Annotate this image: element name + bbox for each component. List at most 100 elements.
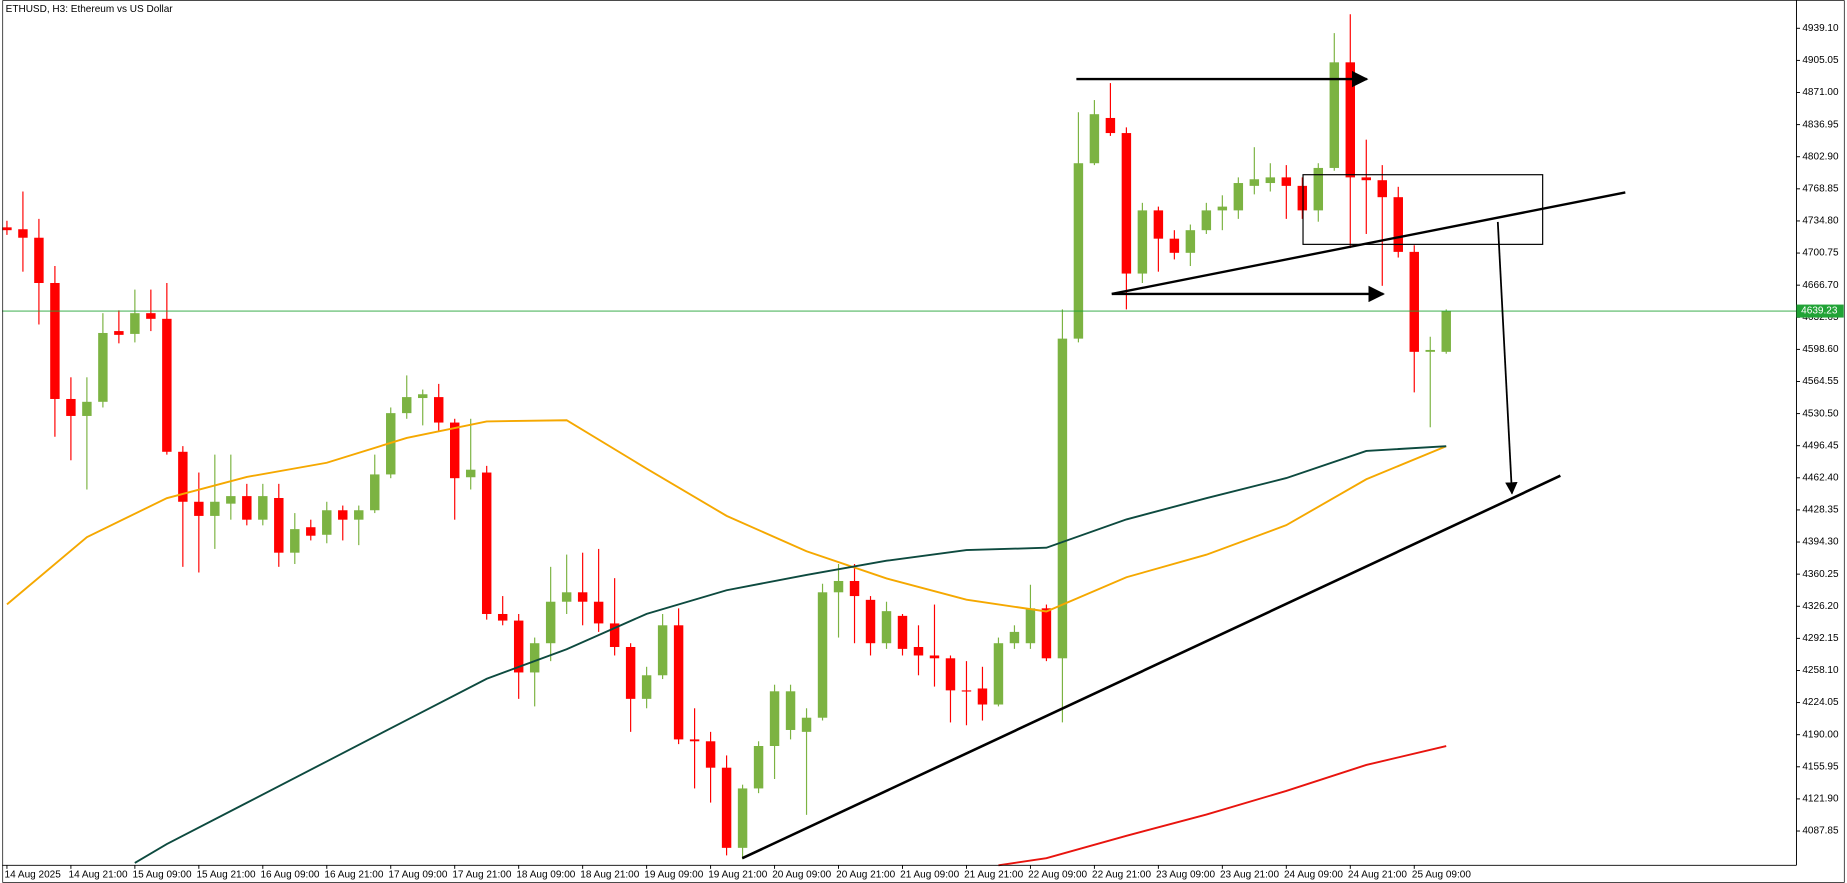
candle-body: [577, 592, 588, 602]
candle-body: [130, 313, 140, 334]
candle-body: [1329, 62, 1340, 168]
x-tick-label: 14 Aug 2025: [5, 869, 62, 880]
candle-body: [993, 643, 1004, 705]
y-tick-label: 4087.85: [1802, 826, 1839, 837]
x-tick-label: 22 Aug 09:00: [1028, 869, 1087, 880]
candle-body: [769, 691, 780, 747]
candle-body: [2, 227, 12, 231]
y-tick-label: 4734.80: [1802, 216, 1839, 227]
candle-body: [146, 313, 156, 319]
candle-body: [114, 331, 124, 335]
y-tick-label: 4394.30: [1802, 537, 1839, 548]
candle-body: [370, 474, 380, 511]
x-tick-label: 18 Aug 21:00: [580, 869, 639, 880]
candle-body: [593, 601, 604, 624]
candle-body: [338, 510, 348, 520]
candle-body: [1393, 197, 1403, 252]
y-tick-label: 4258.10: [1802, 665, 1839, 676]
candle-body: [625, 646, 636, 699]
ma-line: [134, 445, 1447, 864]
candle-body: [290, 529, 300, 553]
y-tick-label: 4360.25: [1802, 569, 1839, 580]
y-tick-label: 4564.55: [1802, 376, 1839, 387]
candle-body: [961, 690, 972, 692]
candle-body: [1361, 177, 1371, 181]
candle-body: [1073, 163, 1084, 339]
y-tick-label: 4121.90: [1802, 794, 1839, 805]
candle-body: [721, 767, 732, 848]
candle-body: [1201, 210, 1212, 231]
candle-body: [210, 501, 220, 516]
candle-body: [977, 688, 988, 705]
x-tick-label: 22 Aug 21:00: [1092, 869, 1151, 880]
candle-body: [609, 623, 620, 647]
trend-line: [741, 474, 1561, 860]
candle-body: [689, 739, 700, 742]
x-tick-label: 24 Aug 21:00: [1348, 869, 1407, 880]
candle-body: [929, 655, 940, 659]
candle-body: [258, 496, 268, 520]
y-tick-label: 4496.45: [1802, 440, 1839, 451]
candle-body: [1217, 206, 1228, 211]
candle-body: [274, 497, 284, 553]
candle-body: [226, 496, 236, 504]
candle-body: [465, 469, 476, 478]
candle-body: [817, 592, 828, 718]
candle-body: [1249, 179, 1260, 186]
trend-line: [1111, 191, 1626, 296]
x-tick-label: 21 Aug 21:00: [964, 869, 1023, 880]
candle-body: [1137, 210, 1148, 274]
y-tick-label: 4326.20: [1802, 601, 1839, 612]
candle-body: [1297, 185, 1308, 211]
candle-body: [737, 788, 748, 848]
candle-body: [1441, 311, 1451, 352]
candle-body: [513, 620, 524, 673]
candle-body: [50, 282, 60, 399]
x-tick-label: 16 Aug 09:00: [260, 869, 319, 880]
candle-body: [865, 599, 876, 644]
y-tick-label: 4939.10: [1802, 23, 1839, 34]
ma-line: [998, 745, 1447, 867]
candle-body: [1089, 114, 1100, 164]
candle-body: [945, 658, 956, 691]
candle-body: [705, 741, 716, 768]
x-tick-label: 20 Aug 09:00: [772, 869, 831, 880]
x-tick-label: 15 Aug 09:00: [133, 869, 192, 880]
candle-body: [801, 717, 812, 732]
y-tick-label: 4462.40: [1802, 472, 1839, 483]
candle-body: [1265, 177, 1276, 184]
x-tick-label: 23 Aug 21:00: [1220, 869, 1279, 880]
candle-body: [306, 527, 316, 536]
candle-body: [322, 510, 332, 535]
x-tick-label: 17 Aug 09:00: [388, 869, 447, 880]
candle-body: [1121, 133, 1132, 274]
ma-line: [6, 419, 1447, 613]
candle-body: [354, 510, 364, 520]
y-tick-label: 4905.05: [1802, 55, 1839, 66]
candle-body: [178, 451, 188, 502]
marks-layer: [2, 14, 1797, 867]
x-tick-label: 16 Aug 21:00: [324, 869, 383, 880]
candle-body: [82, 401, 92, 416]
candle-body: [1233, 183, 1244, 211]
candle-body: [529, 643, 540, 673]
candle-body: [1105, 117, 1116, 134]
y-tick-label: 4155.95: [1802, 761, 1839, 772]
y-tick-label: 4768.85: [1802, 183, 1839, 194]
candle-body: [98, 332, 108, 402]
arrow: [1496, 221, 1518, 495]
candle-body: [657, 625, 668, 676]
x-tick-label: 24 Aug 09:00: [1284, 869, 1343, 880]
candle-body: [402, 397, 412, 414]
candle-body: [1345, 62, 1356, 178]
candle-body: [1169, 238, 1180, 253]
candle-body: [1425, 349, 1435, 352]
y-tick-label: 4836.95: [1802, 119, 1839, 130]
candle-body: [418, 394, 428, 399]
y-tick-label: 4598.60: [1802, 344, 1839, 355]
candle-body: [1281, 177, 1292, 186]
last-price-box: [1796, 304, 1844, 318]
